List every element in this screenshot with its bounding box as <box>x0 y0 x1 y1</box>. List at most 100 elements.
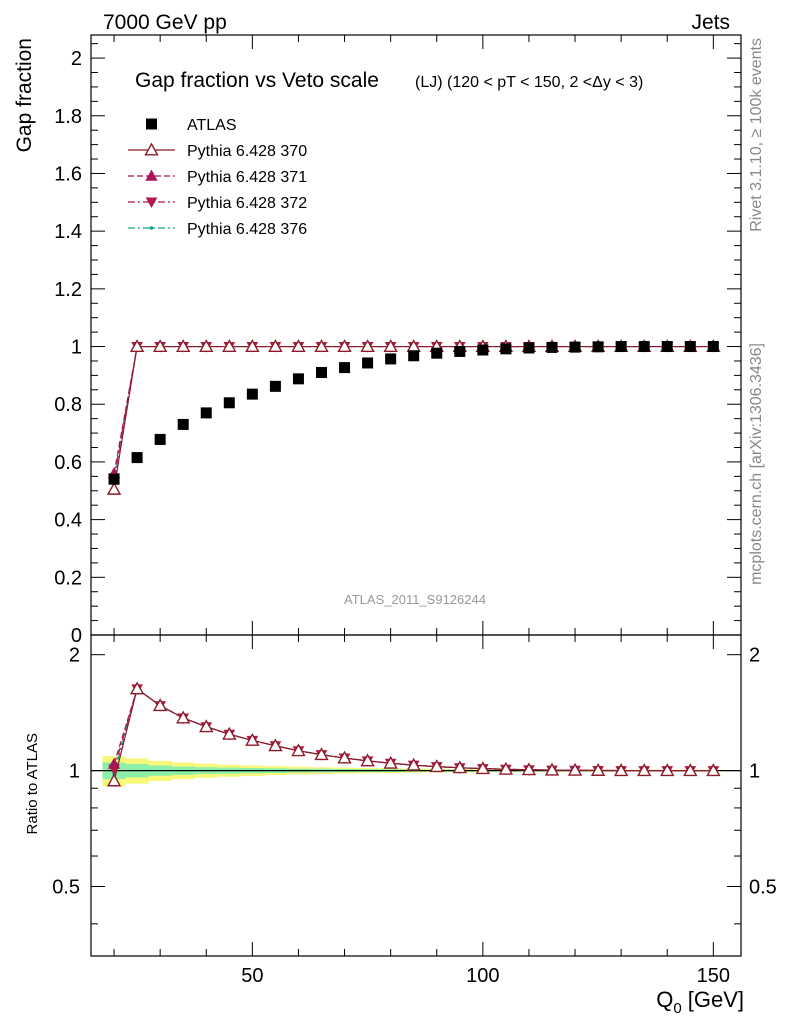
main-point-370 <box>129 339 145 353</box>
main-point-370 <box>291 339 306 353</box>
main-atlas-point <box>684 341 696 353</box>
main-atlas-point <box>408 350 420 362</box>
ratio-ylabel: Ratio to ATLAS <box>24 733 41 834</box>
ratio-y-tick-label-right: 1 <box>749 761 760 783</box>
ratio-plot-frame <box>90 634 742 957</box>
legend-label: Pythia 6.428 371 <box>187 169 307 186</box>
rivet-version-label: Rivet 3.1.10, ≥ 100k events <box>748 38 765 232</box>
ratio-point-370 <box>268 738 283 752</box>
main-point-370 <box>314 339 329 353</box>
ratio-point-370 <box>176 710 191 724</box>
main-point-370 <box>199 339 214 353</box>
ratio-point-370 <box>429 759 444 773</box>
legend: ATLAS Pythia 6.428 370 Pythia 6.428 371 Pyt… <box>128 117 307 238</box>
main-y-tick-label: 0.6 <box>54 452 82 474</box>
main-atlas-point <box>131 452 143 464</box>
main-atlas-point <box>292 373 304 385</box>
ratio-y-tick-label-left: 0.5 <box>52 877 80 899</box>
main-point-370 <box>245 339 260 353</box>
ratio-point-370 <box>452 760 467 774</box>
main-y-tick-label: 1.2 <box>54 279 82 301</box>
main-point-370 <box>106 481 122 495</box>
main-atlas-point <box>546 341 558 353</box>
main-atlas-point <box>431 347 443 359</box>
ratio-point-370 <box>245 732 260 746</box>
main-point-370 <box>268 339 283 353</box>
ratio-point-370 <box>106 773 122 787</box>
mcplots-label: mcplots.cern.ch [arXiv:1306.3436] <box>748 343 765 585</box>
ratio-point-370 <box>337 750 352 764</box>
header-left: 7000 GeV pp <box>103 11 227 34</box>
main-atlas-point <box>269 380 281 392</box>
ratio-point-370 <box>222 726 237 740</box>
main-plot: 0 0.2 0.4 0.6 0.8 1 1.2 1.4 1.6 1.8 2 <box>54 34 742 647</box>
x-tick-label: 100 <box>466 965 499 987</box>
main-point-370 <box>152 339 168 353</box>
x-axis-title: Q0 [GeV] <box>656 987 744 1017</box>
ratio-point-370 <box>660 763 675 777</box>
legend-label: ATLAS <box>187 117 237 134</box>
chart-title: Gap fraction vs Veto scale <box>135 69 379 92</box>
legend-marker-376 <box>149 226 154 230</box>
main-y-tick-label: 0.2 <box>54 567 82 589</box>
chart-subtitle: (LJ) (120 < pT < 150, 2 <Δy < 3) <box>415 74 643 91</box>
main-atlas-point <box>154 433 166 445</box>
main-atlas-point <box>661 341 673 353</box>
legend-marker-370 <box>144 142 159 156</box>
main-y-tick-label: 1.8 <box>54 106 82 128</box>
ratio-point-370 <box>152 698 168 712</box>
main-point-370 <box>176 339 191 353</box>
main-atlas-point <box>638 341 650 353</box>
main-atlas-point <box>177 418 189 430</box>
main-atlas-point <box>339 362 351 374</box>
legend-marker-372 <box>145 197 158 209</box>
main-point-370 <box>383 339 398 353</box>
main-y-tick-label: 0 <box>71 625 82 647</box>
ratio-point-371 <box>107 757 121 769</box>
ratio-point-370 <box>613 763 629 777</box>
main-atlas-point <box>707 341 719 353</box>
main-atlas-point <box>454 345 466 357</box>
ratio-point-370 <box>291 743 306 757</box>
main-y-tick-label: 1 <box>71 337 82 359</box>
ratio-plot: 50 100 150 0.5 0.5 1 1 2 2 <box>52 634 777 987</box>
main-y-tick-label: 1.4 <box>54 221 82 243</box>
ratio-point-370 <box>521 762 537 776</box>
main-atlas-point <box>246 388 258 400</box>
header-right: Jets <box>691 11 730 34</box>
ratio-y-tick-label-right: 0.5 <box>749 877 777 899</box>
main-ylabel: Gap fraction <box>13 38 36 152</box>
main-atlas-point <box>362 357 374 369</box>
main-atlas-point <box>385 353 397 365</box>
ratio-point-370 <box>199 719 214 733</box>
legend-marker-371 <box>145 169 158 181</box>
ratio-y-tick-label-left: 1 <box>69 761 80 783</box>
ratio-point-370 <box>544 762 560 776</box>
main-atlas-point <box>592 341 604 353</box>
ratio-point-370 <box>383 755 398 769</box>
ratio-point-370 <box>590 762 606 776</box>
legend-label: Pythia 6.428 376 <box>187 221 307 238</box>
main-y-tick-label: 0.8 <box>54 394 82 416</box>
x-tick-label: 50 <box>241 965 263 987</box>
ratio-point-370 <box>706 763 721 777</box>
main-y-tick-label: 0.4 <box>54 510 82 532</box>
main-atlas-point <box>523 342 535 354</box>
main-atlas-point <box>477 344 489 356</box>
main-atlas-point <box>615 341 627 353</box>
ratio-y-tick-label-right: 2 <box>749 645 760 667</box>
ratio-point-370 <box>498 761 514 775</box>
analysis-watermark: ATLAS_2011_S9126244 <box>344 592 486 607</box>
ratio-point-370 <box>360 753 375 767</box>
x-tick-label: 150 <box>697 965 730 987</box>
main-atlas-point <box>500 343 512 355</box>
ratio-point-370 <box>567 762 583 776</box>
legend-label: Pythia 6.428 370 <box>187 143 307 160</box>
ratio-point-370 <box>683 763 698 777</box>
ratio-point-370 <box>406 757 421 771</box>
ratio-point-370 <box>314 747 329 761</box>
main-y-tick-label: 1.6 <box>54 163 82 185</box>
legend-marker-atlas <box>146 118 157 130</box>
main-atlas-point <box>200 407 212 419</box>
